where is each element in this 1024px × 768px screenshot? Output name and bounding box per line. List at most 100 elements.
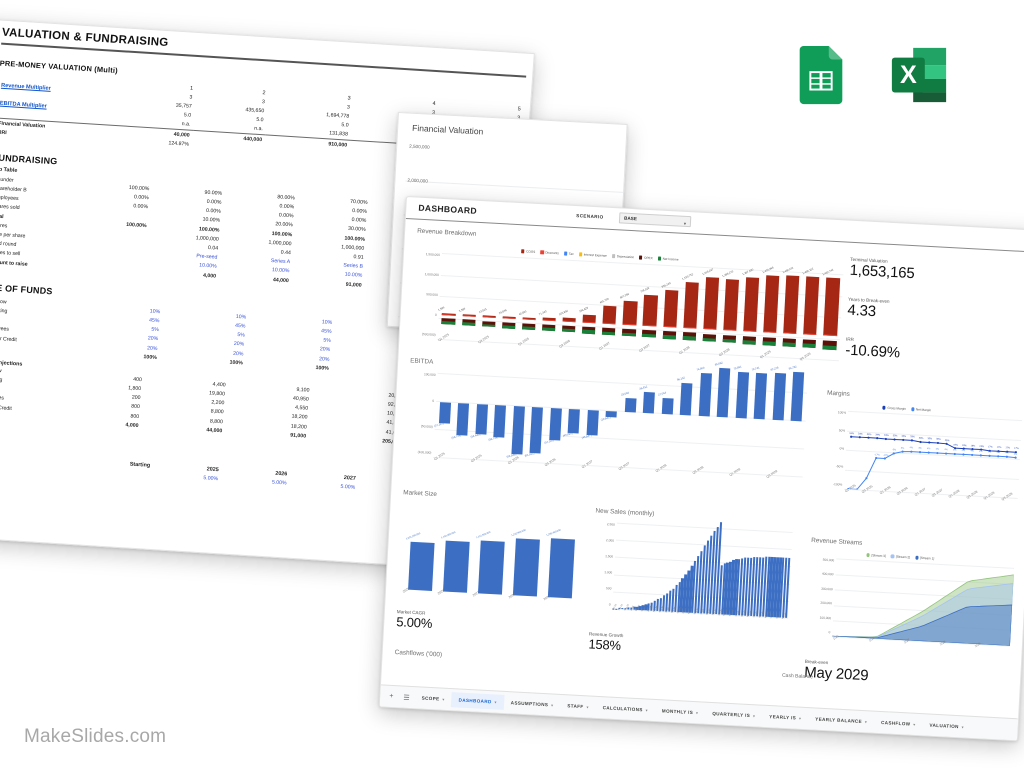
data-label: 40,661 bbox=[518, 309, 528, 317]
data-label: 19% bbox=[970, 444, 976, 448]
bar bbox=[567, 408, 581, 434]
sheet-tab-calculations[interactable]: CALCULATIONS ▾ bbox=[595, 700, 655, 718]
legend-item[interactable]: Interest Expense bbox=[578, 252, 607, 258]
sheet-tab-yearly-is[interactable]: YEARLY IS ▾ bbox=[762, 709, 809, 726]
y-tick-label: 2,000,000 bbox=[407, 177, 428, 184]
data-label: 82,276 bbox=[769, 366, 779, 372]
y-tick-label: (500,000) bbox=[421, 332, 436, 337]
data-label: 4% bbox=[952, 449, 957, 453]
bar-segment-discounts bbox=[602, 322, 617, 325]
data-label: 196,629 bbox=[578, 306, 589, 314]
legend-item[interactable]: Tax bbox=[563, 251, 574, 256]
chevron-down-icon[interactable]: ▾ bbox=[494, 699, 497, 705]
revenue-streams-y-axis: 500,000 400,000 300,000 200,000 100,000 0 bbox=[806, 557, 836, 636]
legend-swatch bbox=[882, 405, 886, 410]
y-tick-label: 100,000 bbox=[819, 615, 832, 620]
data-label: (54,440) bbox=[469, 433, 481, 440]
data-label: 3% bbox=[1013, 453, 1018, 456]
legend-item[interactable]: Depreciation bbox=[611, 254, 634, 259]
bar bbox=[703, 277, 720, 330]
all-sheets-icon[interactable]: ☰ bbox=[403, 694, 410, 702]
bar bbox=[772, 372, 787, 420]
bar-segment-discounts bbox=[482, 315, 496, 318]
legend-item[interactable]: Gross Margin bbox=[882, 406, 906, 411]
data-label: 27,044 bbox=[657, 391, 667, 397]
chevron-down-icon[interactable]: ▾ bbox=[696, 710, 699, 715]
y-tick-label: 1,500 bbox=[605, 554, 614, 559]
new-sales-panel: New Sales (monthly) 2,500 2,000 1,500 1,000… bbox=[589, 508, 795, 638]
chevron-down-icon[interactable]: ▾ bbox=[913, 722, 916, 727]
sheet-tab-cashflow[interactable]: CASHFLOW ▾ bbox=[874, 715, 923, 733]
legend-item[interactable]: COGS bbox=[521, 249, 535, 254]
data-label: 4% bbox=[978, 451, 983, 454]
y-tick-label: 100,000 bbox=[423, 372, 436, 377]
sheet-tab-staff[interactable]: STAFF ▾ bbox=[560, 698, 596, 715]
bar-segment-discounts bbox=[442, 313, 456, 316]
sheet-tab-monthly-is[interactable]: MONTHLY IS ▾ bbox=[654, 703, 705, 721]
sheet-tab-valuation[interactable]: VALUATION ▾ bbox=[922, 717, 971, 735]
sheet-tab-dashboard[interactable]: DASHBOARD ▾ bbox=[451, 692, 505, 710]
legend-item[interactable]: [Stream 1] bbox=[914, 555, 934, 561]
data-label: 4% bbox=[926, 448, 931, 451]
data-label: 1,286,273 bbox=[721, 270, 734, 279]
chevron-down-icon[interactable]: ▾ bbox=[864, 719, 868, 724]
data-label: 17% bbox=[996, 447, 1002, 450]
data-label: 29,636 bbox=[498, 308, 507, 316]
legend-item[interactable]: OPEX bbox=[639, 255, 653, 260]
gridline bbox=[616, 522, 793, 534]
bar-segment-net-income bbox=[461, 322, 476, 327]
data-label: 5,569 bbox=[458, 307, 466, 313]
legend-swatch bbox=[611, 254, 616, 258]
scenario-label: SCENARIO bbox=[576, 213, 604, 220]
chevron-down-icon[interactable]: ▾ bbox=[753, 713, 756, 718]
chevron-down-icon[interactable]: ▾ bbox=[645, 707, 648, 713]
y-tick-label: 1,500,000 bbox=[425, 252, 441, 257]
data-label: 1,466,102 bbox=[802, 267, 815, 276]
legend-item[interactable]: Discounts bbox=[540, 250, 559, 255]
sheet-tab-yearly-balance[interactable]: YEARLY BALANCE ▾ bbox=[808, 711, 875, 729]
watermark: MakeSlides.com bbox=[24, 726, 167, 747]
bar bbox=[803, 276, 820, 335]
scenario-select[interactable]: BASE ▾ bbox=[618, 212, 692, 228]
sheet-tab-assumptions[interactable]: ASSUMPTIONS ▾ bbox=[503, 695, 560, 713]
legend-label: [Stream 3] bbox=[871, 553, 886, 559]
bar bbox=[661, 398, 674, 415]
legend-item[interactable]: [Stream 2] bbox=[890, 554, 911, 560]
y-tick-label: 500,000 bbox=[426, 292, 438, 297]
legend-label: Interest Expense bbox=[583, 252, 607, 258]
chevron-down-icon[interactable]: ▾ bbox=[961, 724, 964, 729]
legend-label: [Stream 2] bbox=[895, 554, 911, 560]
sheet-tab-scope[interactable]: SCOPE ▾ bbox=[414, 690, 452, 707]
bar-segment-net-income bbox=[682, 336, 696, 341]
gridline bbox=[440, 274, 843, 297]
bar-segment-net-income bbox=[742, 339, 756, 345]
ebitda-y-axis: 100,000 0 (50,000) (100,000) bbox=[405, 371, 437, 456]
chevron-down-icon[interactable]: ▾ bbox=[551, 702, 554, 708]
bar-segment-discounts bbox=[462, 314, 476, 317]
irr-value: -10.69% bbox=[844, 341, 901, 362]
bar-segment-discounts bbox=[582, 321, 596, 324]
legend-item[interactable]: [Stream 3] bbox=[866, 553, 886, 559]
sheet-tab-strip[interactable]: + ☰ SCOPE ▾ DASHBOARD ▾ ASSUMPTIONS ▾ STAFF ▾ CA… bbox=[379, 684, 1019, 741]
revenue-breakdown-panel: Revenue Breakdown COGS Discounts Tax Intere… bbox=[411, 228, 847, 367]
sheet-tab-quarterly-is[interactable]: QUARTERLY IS ▾ bbox=[705, 706, 763, 724]
data-label: 33% bbox=[884, 434, 889, 438]
data-label: 3% bbox=[900, 447, 905, 450]
dashboard-sheet[interactable]: DASHBOARD SCENARIO BASE ▾ Revenue Breakd… bbox=[378, 196, 1024, 742]
data-label: 105,894 bbox=[558, 309, 569, 317]
chevron-down-icon[interactable]: ▾ bbox=[586, 704, 589, 709]
revenue-growth-stat: Revenue Growth 158% bbox=[588, 631, 623, 653]
legend-item[interactable]: Net Margin bbox=[910, 407, 931, 412]
add-sheet-icon[interactable]: + bbox=[389, 692, 394, 701]
chevron-down-icon[interactable]: ▾ bbox=[799, 716, 802, 721]
y-tick-label: -50% bbox=[835, 464, 844, 469]
data-label: 1,232,900,000 bbox=[511, 528, 527, 538]
chevron-down-icon[interactable]: ▾ bbox=[442, 697, 445, 702]
revenue-breakdown-plot: 1,589 5,569 13,525 29,636 40,661 71,343 105,89… bbox=[437, 252, 844, 362]
legend-swatch bbox=[914, 555, 919, 560]
legend-item[interactable]: Net Income bbox=[657, 256, 679, 262]
sheet-tab-label: YEARLY BALANCE bbox=[815, 716, 863, 725]
data-label: 4% bbox=[961, 450, 966, 453]
years-break-even-value: 4.33 bbox=[847, 301, 877, 321]
data-label: 79,681 bbox=[732, 365, 742, 372]
